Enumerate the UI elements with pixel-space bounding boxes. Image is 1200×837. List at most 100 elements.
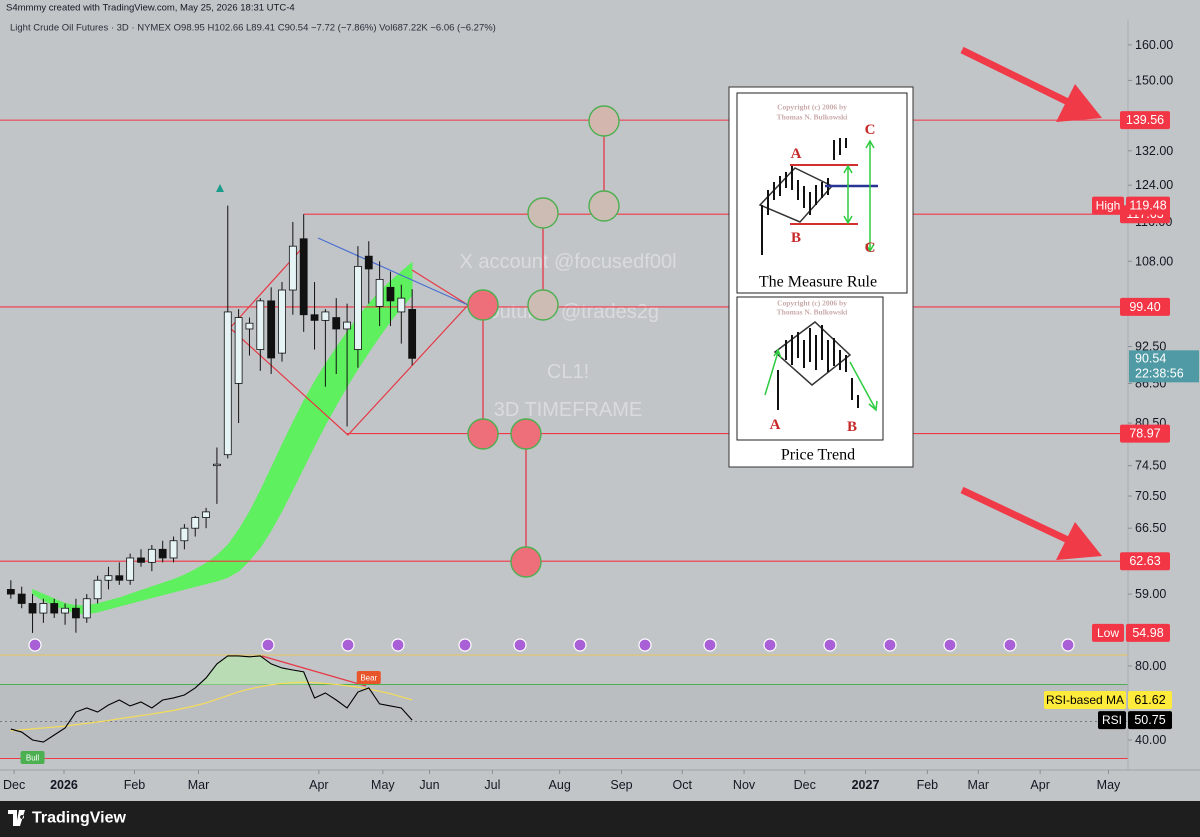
inset-letter: A — [791, 146, 802, 162]
brand: TradingView — [32, 810, 127, 827]
rsi-signal-box — [20, 751, 45, 764]
inset-copyright: Thomas N. Bulkowski — [777, 308, 848, 317]
inset-letter: A — [770, 417, 781, 433]
candle-body — [50, 603, 59, 614]
candle-body — [72, 607, 80, 619]
price-tag-box — [1126, 623, 1170, 642]
x-tick-label: Dec — [3, 778, 25, 792]
pattern-line — [229, 269, 469, 436]
level-tag-label: 99.40 — [1129, 300, 1160, 314]
price-tag-box — [1126, 196, 1170, 215]
candle-body — [364, 255, 373, 270]
x-tick-label: Feb — [124, 778, 146, 792]
pattern-line — [317, 237, 469, 306]
candle-body — [147, 548, 156, 563]
inset-copyright: Thomas N. Bulkowski — [777, 113, 848, 122]
rsi-tag-box — [1128, 711, 1172, 730]
rsi-line — [10, 681, 413, 732]
level-tag-label: 139.56 — [1126, 113, 1164, 127]
y-tick-label: 124.00 — [1135, 178, 1173, 192]
last-price-value: 90.54 — [1135, 351, 1166, 365]
event-marker — [703, 638, 717, 652]
price-tag-name: Low — [1097, 626, 1119, 640]
last-price-countdown: 22:38:56 — [1135, 366, 1184, 380]
level-tag — [1120, 111, 1170, 130]
x-tick-label: Apr — [309, 778, 328, 792]
footer — [0, 801, 1200, 837]
event-marker — [28, 638, 42, 652]
target-circle — [510, 418, 542, 450]
arrows — [960, 46, 1102, 560]
event-marker — [341, 638, 355, 652]
rsi-tag-name-box — [1044, 690, 1126, 709]
candle-body — [278, 289, 286, 354]
x-tick-label: Dec — [794, 778, 816, 792]
x-tick-label: May — [1097, 778, 1121, 792]
arrow-head — [1056, 522, 1102, 560]
divergence-line — [261, 655, 367, 687]
watermark: X account @focusedf00l — [459, 251, 676, 273]
event-marker — [1003, 638, 1017, 652]
watermark: Youtube: @trades2g — [477, 301, 659, 323]
inset-panel — [736, 296, 884, 441]
candle-body — [288, 245, 297, 291]
candle-body — [256, 300, 265, 350]
measure-rule-diagram — [758, 138, 878, 255]
candle-body — [191, 517, 200, 529]
arrow-shaft — [960, 486, 1070, 544]
candle-body — [82, 598, 91, 619]
x-tick-label: Mar — [968, 778, 990, 792]
event-marker — [391, 638, 405, 652]
event-marker — [943, 638, 957, 652]
x-tick-label: 2026 — [50, 778, 78, 792]
y-tick-label: 132.00 — [1135, 144, 1173, 158]
rsi-signal-label: Bull — [26, 754, 40, 763]
level-tag — [1120, 424, 1170, 443]
event-marker — [638, 638, 652, 652]
price-tag-name-box — [1092, 196, 1124, 215]
rsi-signal-box — [356, 670, 381, 684]
price-tag-name: High — [1096, 199, 1121, 213]
candle-body — [6, 589, 15, 595]
last-price-box — [1129, 350, 1199, 383]
candle-body — [397, 297, 406, 313]
price-trend-diagram — [764, 321, 878, 412]
rsi-tag-name: RSI — [1102, 713, 1122, 727]
x-tick-label: Nov — [733, 778, 756, 792]
y-tick-label: 160.00 — [1135, 38, 1173, 52]
event-markers — [28, 638, 1075, 652]
x-tick-label: Oct — [672, 778, 692, 792]
candle-body — [310, 314, 319, 321]
level-tag — [1120, 552, 1170, 571]
candle-body — [28, 603, 37, 614]
price-bars — [777, 325, 859, 410]
watermark: CL1! — [547, 361, 589, 383]
level-tag — [1120, 297, 1170, 316]
rsi-pane: Bull Bear — [0, 655, 1128, 764]
candle-body — [408, 309, 417, 359]
measure-annotations — [467, 105, 620, 578]
price-tag-value: 119.48 — [1129, 199, 1166, 213]
candle-body — [234, 317, 243, 384]
rsi-y-tick-label: 40.00 — [1135, 733, 1166, 747]
signal-marker — [216, 184, 224, 192]
target-circle — [510, 546, 542, 578]
brand-logo — [8, 810, 25, 826]
rsi-band — [0, 684, 1128, 758]
target-circle — [467, 418, 499, 450]
event-marker — [458, 638, 472, 652]
target-circle — [588, 105, 620, 137]
x-tick-label: Jul — [484, 778, 500, 792]
x-tick-label: Mar — [188, 778, 210, 792]
inset-letter: C — [865, 240, 876, 256]
arrow-shaft — [960, 46, 1070, 106]
target-circle — [527, 197, 559, 229]
target-circle — [527, 289, 559, 321]
candle-body — [104, 575, 113, 581]
